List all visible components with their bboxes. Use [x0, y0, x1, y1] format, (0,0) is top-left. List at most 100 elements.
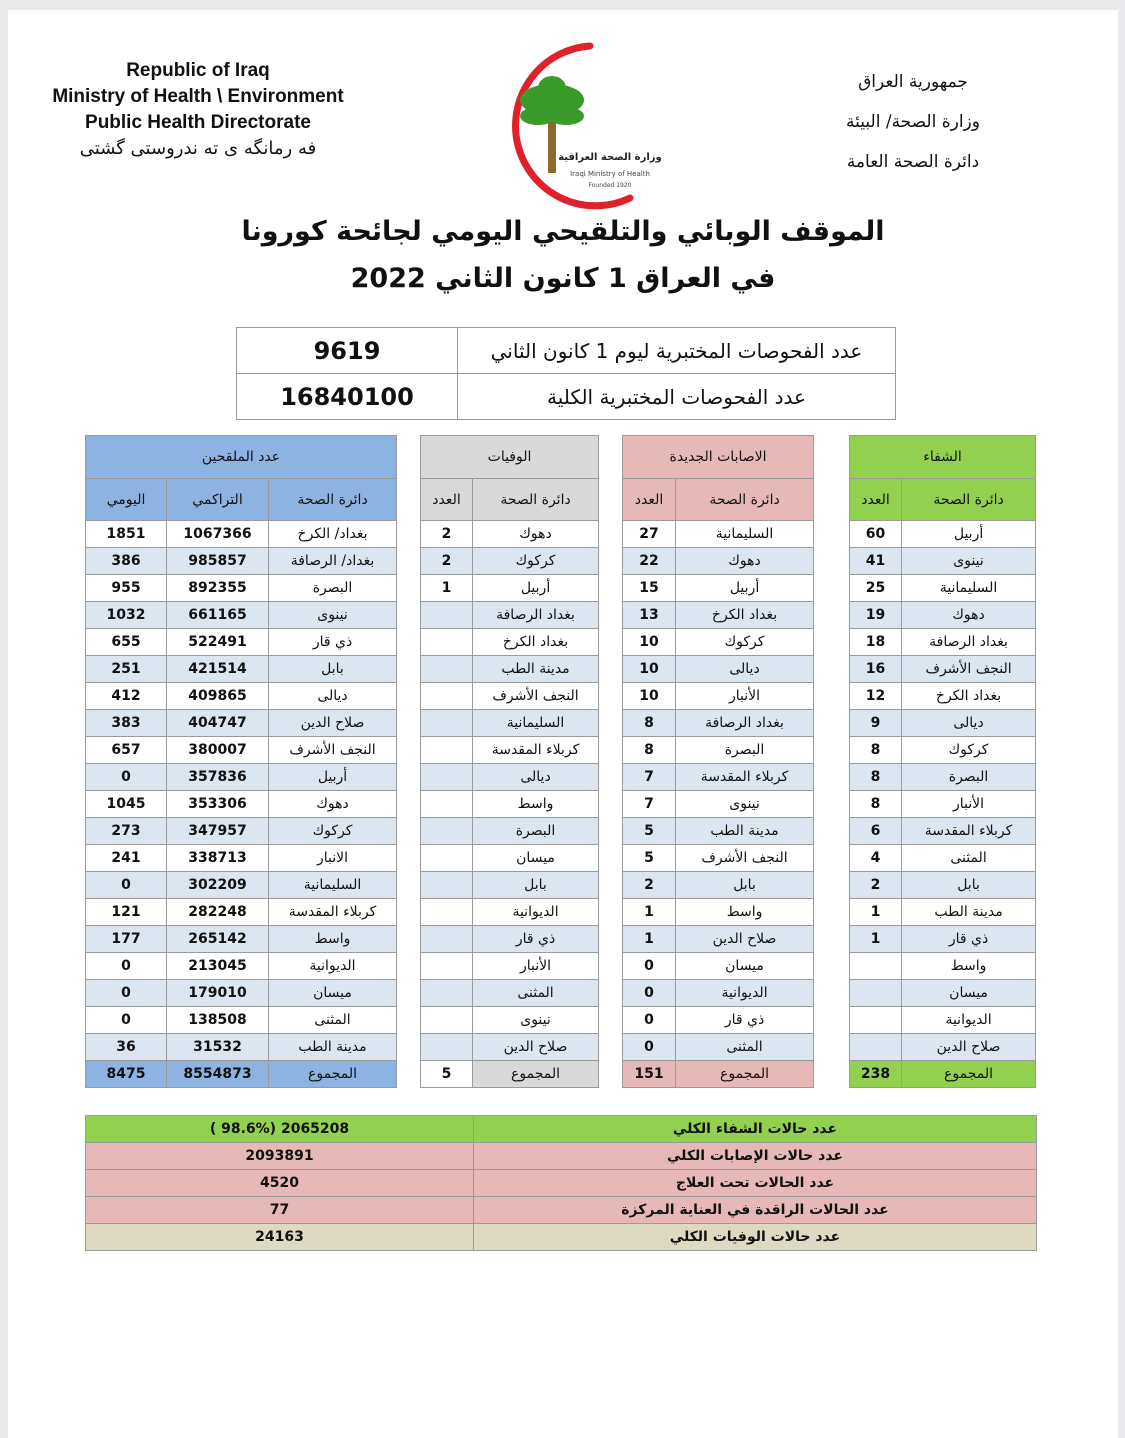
table-row: 0 357836 أربيل ديالى 7 كربلاء المقدسة 8 البصرة: [85, 763, 1037, 791]
deaths-department: بغداد الكرخ: [472, 628, 600, 656]
new-cases-department: صلاح الدين: [675, 925, 815, 953]
recovery-count: 1: [849, 898, 903, 926]
deaths-department: البصرة: [472, 817, 600, 845]
spacer: [813, 979, 851, 1007]
spacer: [396, 844, 422, 872]
total-tests-label: عدد الفحوصات المختبرية الكلية: [457, 373, 896, 420]
deaths-department: ميسان: [472, 844, 600, 872]
spacer: [598, 871, 624, 899]
total-tests-value: 16840100: [236, 373, 458, 420]
vaccinated-department: بغداد/ الكرخ: [267, 520, 398, 548]
arabic-header: جمهورية العراق وزارة الصحة/ البيئة دائرة…: [798, 62, 1028, 182]
vaccinated-daily: 383: [85, 709, 167, 737]
spacer: [598, 709, 624, 737]
table-row: 0 213045 الديوانية الأنبار 0 ميسان واسط: [85, 952, 1037, 980]
recovery-department: بابل: [901, 871, 1037, 899]
vaccinated-daily: 1032: [85, 601, 167, 629]
new-cases-department: الأنبار: [675, 682, 815, 710]
totals-row: 8475 8554873 المجموع 5 المجموع 151 المجموع 238 ا…: [85, 1060, 1037, 1088]
recovery-count: 8: [849, 736, 903, 764]
summary-value: 77: [85, 1196, 474, 1224]
deaths-count: [420, 952, 474, 980]
vaccinated-cumulative: 892355: [166, 574, 269, 602]
spacer: [396, 709, 422, 737]
deaths-total: 5: [420, 1060, 474, 1088]
total-label: المجموع: [472, 1060, 600, 1088]
new-cases-count: 0: [622, 979, 677, 1007]
table-row: 386 985857 بغداد/ الرصافة 2 كركوك 22 دهوك 41 نين…: [85, 547, 1037, 575]
vaccinated-department: نينوى: [267, 601, 398, 629]
header-line: Ministry of Health \ Environment: [52, 86, 344, 107]
summary-value: ( 98.6%) 2065208: [85, 1115, 474, 1143]
recovery-count: 60: [849, 520, 903, 548]
spacer: [813, 682, 851, 710]
column-header-cumulative: التراكمي: [166, 478, 269, 521]
deaths-department: الأنبار: [472, 952, 600, 980]
header-line: وزارة الصحة/ البيئة: [846, 112, 980, 132]
deaths-count: [420, 1033, 474, 1061]
deaths-department: بابل: [472, 871, 600, 899]
spacer: [813, 844, 851, 872]
report-date: في العراق 1 كانون الثاني 2022: [350, 263, 776, 294]
deaths-department: الديوانية: [472, 898, 600, 926]
new-cases-department: السليمانية: [675, 520, 815, 548]
recovery-count: 4: [849, 844, 903, 872]
tests-row: 9619 عدد الفحوصات المختبرية ليوم 1 كانون…: [236, 327, 896, 374]
summary-row: 24163 عدد حالات الوفيات الكلي: [85, 1223, 1037, 1251]
vaccinated-cumulative: 661165: [166, 601, 269, 629]
deaths-department: كربلاء المقدسة: [472, 736, 600, 764]
vaccinated-daily: 0: [85, 763, 167, 791]
summary-label: عدد حالات الإصابات الكلي: [473, 1142, 1037, 1170]
recovery-count: 19: [849, 601, 903, 629]
tests-table: 9619 عدد الفحوصات المختبرية ليوم 1 كانون…: [236, 327, 896, 420]
table-row: 121 282248 كربلاء المقدسة الديوانية 1 واسط 1 مد…: [85, 898, 1037, 926]
spacer: [598, 790, 624, 818]
vaccinated-daily: 273: [85, 817, 167, 845]
recovery-count: 1: [849, 925, 903, 953]
spacer: [396, 925, 422, 953]
vaccinated-daily: 0: [85, 979, 167, 1007]
recovery-department: السليمانية: [901, 574, 1037, 602]
vaccinated-cumulative: 282248: [166, 898, 269, 926]
spacer: [598, 628, 624, 656]
new-cases-department: واسط: [675, 898, 815, 926]
new-cases-department: الديوانية: [675, 979, 815, 1007]
deaths-count: [420, 1006, 474, 1034]
vaccinated-department: المثنى: [267, 1006, 398, 1034]
spacer: [813, 547, 851, 575]
summary-value: 24163: [85, 1223, 474, 1251]
new-cases-count: 2: [622, 871, 677, 899]
spacer: [396, 682, 422, 710]
recovery-department: ذي قار: [901, 925, 1037, 953]
deaths-department: مدينة الطب: [472, 655, 600, 683]
deaths-department: صلاح الدين: [472, 1033, 600, 1061]
deaths-count: 2: [420, 547, 474, 575]
vaccinated-cumulative: 347957: [166, 817, 269, 845]
spacer: [813, 871, 851, 899]
table-row: 412 409865 ديالى النجف الأشرف 10 الأنبار 12 بغد…: [85, 682, 1037, 710]
summary-row: 77 عدد الحالات الراقدة في العناية المركزة: [85, 1196, 1037, 1224]
vaccinated-department: كركوك: [267, 817, 398, 845]
vaccinated-cumulative: 985857: [166, 547, 269, 575]
column-header-count: العدد: [622, 478, 677, 521]
spacer: [396, 952, 422, 980]
spacer: [396, 547, 422, 575]
spacer: [813, 817, 851, 845]
table-row: 241 338713 الانبار ميسان 5 النجف الأشرف 4 المثن…: [85, 844, 1037, 872]
spacer: [598, 979, 624, 1007]
deaths-count: 2: [420, 520, 474, 548]
vaccinated-department: دهوك: [267, 790, 398, 818]
section-header-row: عدد الملقحين الوفيات الاصابات الجديدة الشفا…: [84, 435, 1037, 479]
vaccinated-department: صلاح الدين: [267, 709, 398, 737]
new-cases-count: 8: [622, 709, 677, 737]
table-row: 273 347957 كركوك البصرة 5 مدينة الطب 6 كربلاء ا…: [85, 817, 1037, 845]
spacer: [396, 435, 422, 479]
summary-label: عدد الحالات الراقدة في العناية المركزة: [473, 1196, 1037, 1224]
vaccinated-daily: 657: [85, 736, 167, 764]
new-cases-count: 0: [622, 1006, 677, 1034]
recovery-count: [849, 1006, 903, 1034]
header-line: دائرة الصحة العامة: [846, 152, 980, 172]
new-cases-department: بغداد الرصافة: [675, 709, 815, 737]
table-row: 0 138508 المثنى نينوى 0 ذي قار الديوانية: [85, 1006, 1037, 1034]
summary-row: 2093891 عدد حالات الإصابات الكلي: [85, 1142, 1037, 1170]
